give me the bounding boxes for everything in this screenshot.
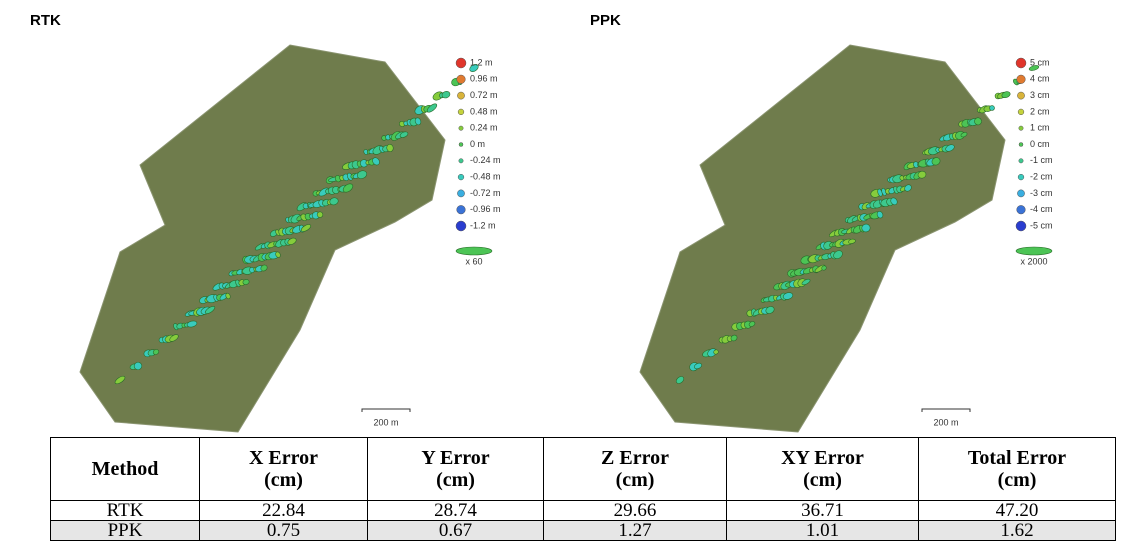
header-cell: Y Error(cm) [368,438,544,501]
legend-label: 3 cm [1030,90,1050,100]
header-text: (cm) [919,469,1115,491]
legend-label: 1.2 m [470,57,493,67]
legend-swatch [1017,205,1026,214]
legend-swatch [459,159,463,163]
scale-factor: x 2000 [1020,256,1047,266]
legend-label: -1 cm [1030,155,1053,165]
orthomosaic [80,45,445,432]
legend-swatch [1018,174,1024,180]
legend-swatch [1016,58,1026,68]
legend-label: -0.48 m [470,171,501,181]
legend-swatch [457,205,466,214]
table-cell: 0.75 [200,521,368,541]
legend-label: 4 cm [1030,74,1050,84]
legend-label: -1.2 m [470,220,496,230]
legend-swatch [458,174,464,180]
legend-label: -3 cm [1030,188,1053,198]
legend-swatch [1018,109,1024,115]
table-cell: 0.67 [368,521,544,541]
legend-swatch [1017,190,1024,197]
legend-label: -0.24 m [470,155,501,165]
table-cell: 1.62 [919,521,1116,541]
table-cell: 36.71 [727,501,919,521]
legend-label: 2 cm [1030,106,1050,116]
header-text: XY Error [727,447,918,469]
legend-swatch [459,126,463,130]
header-text: (cm) [727,469,918,491]
legend-swatch [457,75,466,84]
header-cell: Total Error(cm) [919,438,1116,501]
legend-label: -2 cm [1030,171,1053,181]
scale-bar [922,409,970,412]
panel-title: RTK [30,12,61,29]
header-cell: Z Error(cm) [544,438,727,501]
legend-swatch [458,109,464,115]
legend-label: 0 m [470,139,485,149]
header-cell: X Error(cm) [200,438,368,501]
legend-label: 0.48 m [470,106,498,116]
legend-label: -0.96 m [470,204,501,214]
table-cell: 1.01 [727,521,919,541]
orthomosaic [640,45,1005,432]
header-text: Z Error [544,447,726,469]
header-text: Method [51,458,199,480]
legend-swatch [1019,126,1023,130]
figure: RTK 1.2 m 0.96 m 0.72 m 0.48 m 0.24 m 0 m -0.24… [0,0,1127,437]
legend-swatch [457,92,464,99]
header-cell: Method [51,438,200,501]
legend-swatch [456,58,466,68]
table-cell: PPK [51,521,200,541]
page: {"panels": [ {"title": "RTK", "legend": … [0,0,1127,559]
scale-ellipse [1016,247,1052,255]
legend-label: 0.96 m [470,74,498,84]
header-text: Y Error [368,447,543,469]
legend-label: 5 cm [1030,57,1050,67]
scale-bar-label: 200 m [373,417,398,427]
header-cell: XY Error(cm) [727,438,919,501]
header-text: Total Error [919,447,1115,469]
legend-label: 0 cm [1030,139,1050,149]
legend-label: -4 cm [1030,204,1053,214]
legend-swatch [459,143,463,147]
legend-swatch [1017,92,1024,99]
legend-swatch [1019,159,1023,163]
legend-swatch [457,190,464,197]
legend-swatch [1016,221,1026,231]
header-text: (cm) [200,469,367,491]
legend-label: 0.72 m [470,90,498,100]
legend-label: -0.72 m [470,188,501,198]
table-cell: 28.74 [368,501,544,521]
table-cell: 47.20 [919,501,1116,521]
legend-swatch [456,221,466,231]
header-text: (cm) [544,469,726,491]
table-row: RTK22.8428.7429.6636.7147.20 [51,501,1116,521]
legend-swatch [1019,143,1023,147]
header-text: (cm) [368,469,543,491]
legend-label: -5 cm [1030,220,1053,230]
header-text: X Error [200,447,367,469]
table-cell: RTK [51,501,200,521]
table-cell: 22.84 [200,501,368,521]
scale-factor: x 60 [465,256,482,266]
table-cell: 1.27 [544,521,727,541]
panel-title: PPK [590,12,621,29]
legend-label: 0.24 m [470,123,498,133]
legend-swatch [1017,75,1026,84]
scale-bar [362,409,410,412]
table-cell: 29.66 [544,501,727,521]
scale-ellipse [456,247,492,255]
scale-bar-label: 200 m [933,417,958,427]
legend-label: 1 cm [1030,123,1050,133]
